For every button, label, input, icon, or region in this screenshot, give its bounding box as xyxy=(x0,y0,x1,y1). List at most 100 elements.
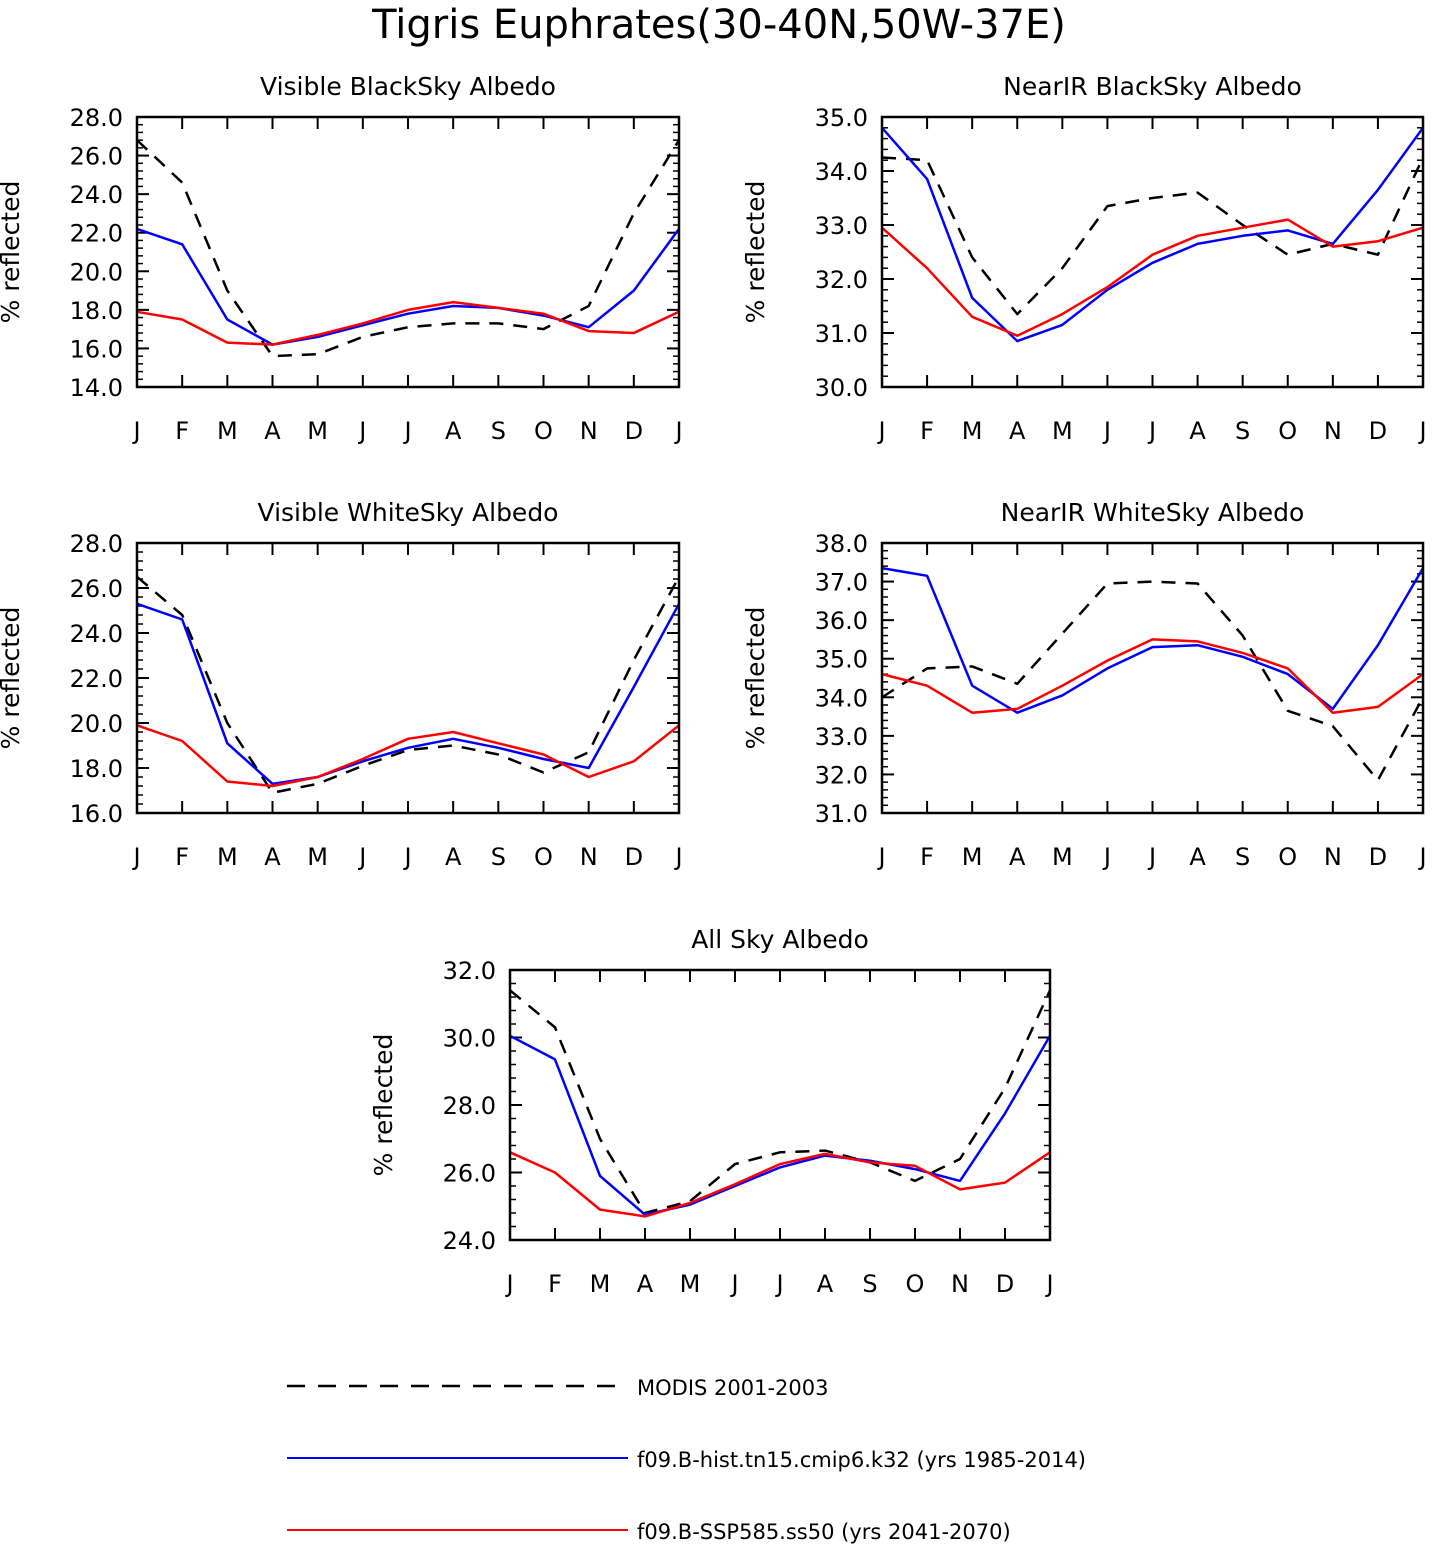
x-tick-label: D xyxy=(1369,843,1387,871)
panel-title: Visible BlackSky Albedo xyxy=(260,72,556,101)
x-tick-label: J xyxy=(131,417,140,445)
x-tick-label: M xyxy=(217,843,238,871)
plot-frame xyxy=(880,541,1425,815)
x-tick-label: S xyxy=(491,843,506,871)
x-tick-label: J xyxy=(402,843,411,871)
y-tick-label: 16.0 xyxy=(70,800,123,828)
y-tick-label: 22.0 xyxy=(70,665,123,693)
y-tick-label: 32.0 xyxy=(815,761,868,789)
y-tick-label: 36.0 xyxy=(815,607,868,635)
y-tick-label: 37.0 xyxy=(815,569,868,597)
x-tick-label: J xyxy=(1102,417,1111,445)
x-tick-label: D xyxy=(996,1270,1014,1298)
y-tick-label: 26.0 xyxy=(443,1160,496,1188)
series-line-hist xyxy=(136,602,681,786)
x-tick-label: F xyxy=(548,1270,562,1298)
x-tick-label: J xyxy=(673,843,682,871)
plot-frame xyxy=(135,115,681,389)
panel-title: All Sky Albedo xyxy=(691,925,869,954)
x-tick-label: M xyxy=(1052,843,1073,871)
x-tick-label: A xyxy=(1189,843,1206,871)
panel-title: Visible WhiteSky Albedo xyxy=(258,498,559,527)
x-tick-label: J xyxy=(357,417,366,445)
x-tick-label: J xyxy=(673,417,682,445)
panel-title: NearIR BlackSky Albedo xyxy=(1003,72,1302,101)
y-tick-label: 24.0 xyxy=(70,620,123,648)
y-axis-label: % reflected xyxy=(741,607,770,750)
x-tick-label: O xyxy=(534,843,553,871)
x-tick-label: M xyxy=(307,417,328,445)
x-tick-label: O xyxy=(1278,417,1297,445)
y-tick-label: 20.0 xyxy=(70,710,123,738)
x-tick-label: A xyxy=(1189,417,1206,445)
x-tick-label: M xyxy=(1052,417,1073,445)
x-tick-label: M xyxy=(962,417,983,445)
series-line-ssp xyxy=(136,724,680,788)
y-tick-label: 28.0 xyxy=(70,530,123,558)
x-tick-label: O xyxy=(1278,843,1297,871)
series-line-ssp xyxy=(881,218,1424,337)
x-tick-label: J xyxy=(402,417,411,445)
series-line-hist xyxy=(881,566,1425,714)
series-line-modis xyxy=(136,575,681,795)
x-tick-label: S xyxy=(1235,843,1250,871)
y-axis-label: % reflected xyxy=(0,607,25,750)
y-axis-label: % reflected xyxy=(0,181,25,324)
y-tick-label: 35.0 xyxy=(815,104,868,132)
x-tick-label: J xyxy=(1147,843,1156,871)
x-tick-label: A xyxy=(1009,417,1026,445)
y-tick-label: 14.0 xyxy=(70,374,123,402)
panel-title: NearIR WhiteSky Albedo xyxy=(1001,498,1305,527)
y-tick-label: 32.0 xyxy=(815,266,868,294)
y-tick-label: 30.0 xyxy=(815,374,868,402)
y-axis-label: % reflected xyxy=(369,1034,398,1177)
x-tick-label: A xyxy=(1009,843,1026,871)
x-tick-label: F xyxy=(175,843,189,871)
y-tick-label: 38.0 xyxy=(815,530,868,558)
x-tick-label: J xyxy=(1417,843,1426,871)
x-tick-label: F xyxy=(920,417,934,445)
x-tick-label: J xyxy=(774,1270,783,1298)
x-tick-label: F xyxy=(175,417,189,445)
legend-label-hist: f09.B-hist.tn15.cmip6.k32 (yrs 1985-2014… xyxy=(637,1448,1086,1472)
x-tick-label: J xyxy=(131,843,140,871)
y-tick-label: 34.0 xyxy=(815,158,868,186)
x-tick-label: J xyxy=(1044,1270,1053,1298)
x-tick-label: O xyxy=(906,1270,925,1298)
y-tick-label: 18.0 xyxy=(70,297,123,325)
x-tick-label: M xyxy=(680,1270,701,1298)
y-tick-label: 28.0 xyxy=(443,1092,496,1120)
x-tick-label: J xyxy=(1417,417,1426,445)
x-tick-label: N xyxy=(580,843,598,871)
x-tick-label: D xyxy=(1369,417,1387,445)
series-line-modis xyxy=(881,156,1425,316)
x-tick-label: J xyxy=(729,1270,738,1298)
x-tick-label: N xyxy=(1324,417,1342,445)
x-tick-label: A xyxy=(445,843,462,871)
legend-label-modis: MODIS 2001-2003 xyxy=(637,1376,828,1400)
x-tick-label: M xyxy=(590,1270,611,1298)
x-tick-label: M xyxy=(217,417,238,445)
series-line-hist xyxy=(136,227,681,346)
series-line-modis xyxy=(136,139,681,358)
series-line-modis xyxy=(509,989,1052,1215)
y-axis-label: % reflected xyxy=(741,181,770,324)
y-tick-label: 28.0 xyxy=(70,104,123,132)
y-tick-label: 33.0 xyxy=(815,212,868,240)
x-tick-label: S xyxy=(862,1270,877,1298)
x-tick-label: N xyxy=(580,417,598,445)
y-tick-label: 31.0 xyxy=(815,320,868,348)
series-line-modis xyxy=(881,580,1425,782)
plot-frame xyxy=(508,968,1052,1242)
y-tick-label: 18.0 xyxy=(70,755,123,783)
y-tick-label: 16.0 xyxy=(70,335,123,363)
y-tick-label: 26.0 xyxy=(70,143,123,171)
chart-panel-1: Visible BlackSky Albedo% reflectedJFMAMJ… xyxy=(0,72,683,445)
x-tick-label: J xyxy=(1147,417,1156,445)
figure-title: Tigris Euphrates(30-40N,50W-37E) xyxy=(371,2,1066,48)
x-tick-label: F xyxy=(920,843,934,871)
series-line-hist xyxy=(881,126,1425,343)
